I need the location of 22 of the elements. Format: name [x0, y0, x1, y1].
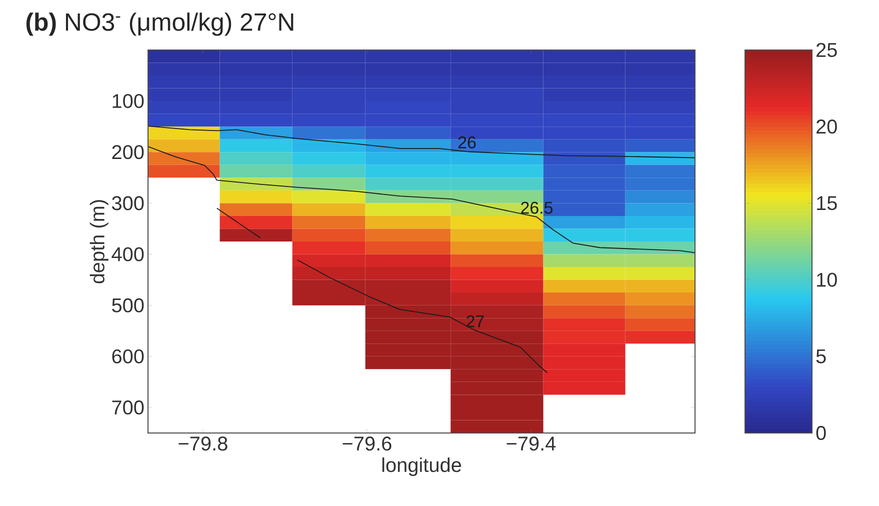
x-tick-label: −79.4 — [506, 436, 556, 451]
color-bar-label: 20 — [816, 120, 837, 134]
y-tick-label: 200 — [112, 145, 144, 160]
color-bar-label: 15 — [817, 196, 837, 210]
series-label: 27 — [466, 315, 484, 328]
y-tick-label: 600 — [112, 349, 144, 364]
y-tick-label: 500 — [112, 298, 144, 312]
y-tick-label: 700 — [112, 400, 144, 415]
y-tick-label: 300 — [112, 196, 144, 210]
chart-title: (b) NO3$^{-}$ (μmol/kg) 27°N — [26, 12, 294, 36]
x-axis-title: longitude — [382, 457, 462, 476]
x-tick-label: −79.8 — [178, 436, 228, 451]
color-bar-label: 10 — [817, 272, 837, 287]
line-series — [148, 126, 696, 158]
color-bar-label: 0 — [816, 426, 826, 440]
x-tick-label: −79.6 — [342, 436, 392, 451]
color-bar-label: 5 — [816, 349, 826, 364]
series-label: 26 — [458, 136, 476, 148]
y-axis-title: depth (m) — [90, 200, 108, 284]
y-tick-label: 100 — [112, 94, 144, 108]
color-bar-label: 25 — [816, 42, 837, 58]
y-tick-label: 400 — [112, 247, 144, 262]
